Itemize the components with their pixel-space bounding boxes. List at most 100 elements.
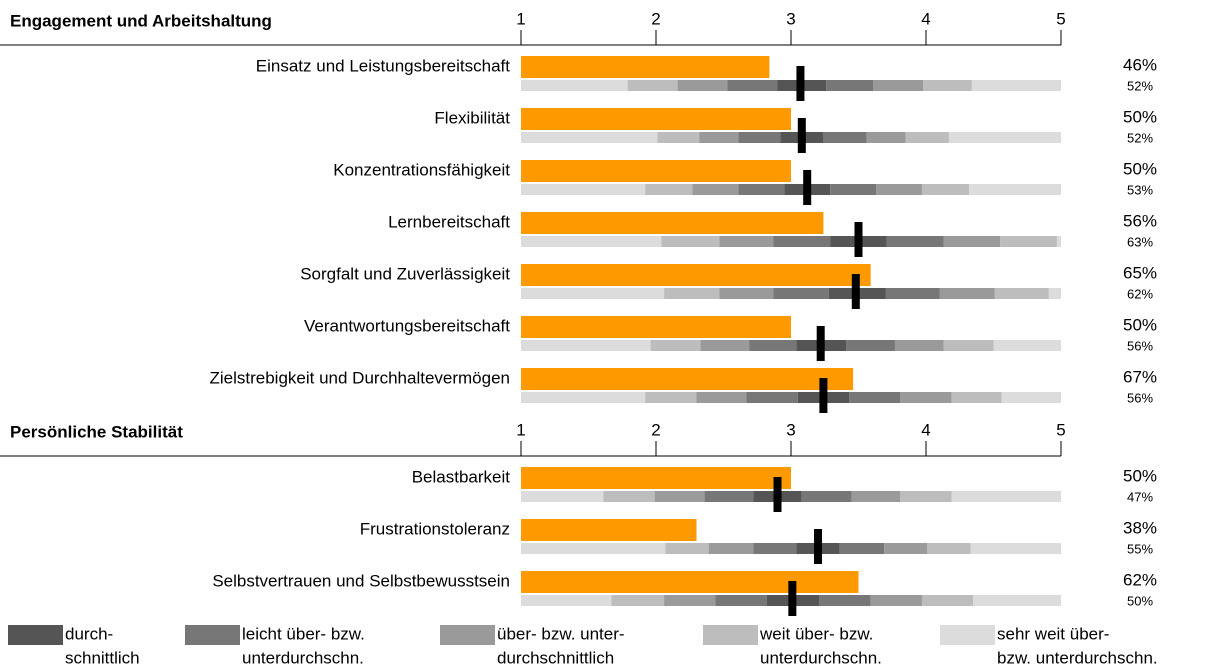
band-segment: [661, 236, 720, 247]
mean-marker: [803, 170, 812, 205]
band-segment: [969, 184, 1061, 195]
band-segment: [886, 236, 944, 247]
band-segment: [921, 184, 970, 195]
band-segment: [894, 340, 944, 351]
band-segment: [645, 392, 697, 403]
band-segment: [870, 595, 922, 606]
legend-label: bzw. unterdurchschn.: [997, 648, 1158, 667]
percent-label: 46%: [1123, 55, 1157, 74]
band-segment: [645, 184, 693, 195]
legend-label: über- bzw. unter-: [497, 624, 625, 643]
band-segment: [1001, 392, 1061, 403]
mean-percent-label: 53%: [1127, 182, 1153, 197]
band-segment: [943, 236, 1001, 247]
mean-marker: [851, 274, 860, 309]
band-segment: [521, 236, 662, 247]
x-tick-label: 1: [516, 420, 525, 439]
band-segment: [521, 491, 604, 502]
percent-label: 50%: [1123, 315, 1157, 334]
percent-label: 67%: [1123, 367, 1157, 386]
legend-label: unterdurchschn.: [760, 648, 882, 667]
band-segment: [994, 288, 1049, 299]
percent-label: 62%: [1123, 570, 1157, 589]
row-label: Verantwortungsbereitschaft: [304, 316, 510, 335]
mean-percent-label: 56%: [1127, 390, 1153, 405]
band-segment: [696, 392, 747, 403]
band-segment: [993, 340, 1061, 351]
value-bar: [521, 212, 824, 234]
band-segment: [971, 80, 1061, 91]
band-segment: [521, 80, 628, 91]
band-segment: [830, 184, 877, 195]
band-segment: [700, 340, 750, 351]
mean-marker: [797, 118, 806, 153]
band-segment: [885, 288, 940, 299]
band-segment: [715, 595, 767, 606]
band-segment: [521, 340, 651, 351]
band-segment: [727, 80, 778, 91]
value-bar: [521, 108, 791, 130]
band-segment: [921, 595, 974, 606]
row-label: Zielstrebigkeit und Durchhaltevermögen: [210, 368, 511, 387]
x-tick-label: 2: [651, 420, 660, 439]
mean-percent-label: 47%: [1127, 489, 1153, 504]
row-label: Lernbereitschaft: [388, 212, 510, 231]
band-segment: [719, 236, 774, 247]
band-segment: [611, 595, 665, 606]
band-segment: [866, 132, 906, 143]
value-bar: [521, 160, 791, 182]
x-tick-label: 1: [516, 9, 525, 28]
band-segment: [521, 288, 665, 299]
legend-swatch: [940, 625, 995, 645]
value-bar: [521, 368, 854, 390]
band-segment: [704, 491, 754, 502]
band-segment: [927, 543, 971, 554]
band-segment: [738, 132, 781, 143]
mean-percent-label: 62%: [1127, 286, 1153, 301]
percent-label: 65%: [1123, 263, 1157, 282]
legend-label: unterdurchschn.: [242, 648, 364, 667]
band-segment: [719, 288, 774, 299]
band-segment: [603, 491, 655, 502]
band-segment: [939, 288, 995, 299]
band-segment: [851, 491, 901, 502]
band-segment: [801, 491, 852, 502]
band-segment: [654, 491, 705, 502]
percent-label: 50%: [1123, 159, 1157, 178]
band-segment: [900, 491, 952, 502]
band-segment: [839, 543, 885, 554]
band-segment: [773, 236, 831, 247]
legend-label: durch-: [65, 624, 113, 643]
value-bar: [521, 264, 871, 286]
section-title: Persönliche Stabilität: [10, 422, 183, 441]
band-segment: [738, 184, 785, 195]
band-segment: [692, 184, 739, 195]
legend-swatch: [703, 625, 758, 645]
row-label: Selbstvertrauen und Selbstbewusstsein: [212, 571, 510, 590]
band-segment: [521, 132, 658, 143]
percent-label: 38%: [1123, 518, 1157, 537]
band-segment: [753, 543, 797, 554]
band-segment: [1048, 288, 1061, 299]
percent-label: 50%: [1123, 466, 1157, 485]
value-bar: [521, 519, 697, 541]
band-segment: [657, 132, 700, 143]
value-bar: [521, 56, 770, 78]
band-segment: [873, 80, 924, 91]
band-segment: [664, 595, 716, 606]
band-segment: [849, 392, 901, 403]
band-segment: [627, 80, 678, 91]
band-segment: [970, 543, 1061, 554]
band-segment: [665, 543, 709, 554]
band-segment: [677, 80, 728, 91]
mean-marker: [773, 477, 782, 512]
x-tick-label: 4: [921, 420, 930, 439]
band-segment: [521, 543, 666, 554]
row-label: Flexibilität: [434, 108, 510, 127]
band-segment: [521, 184, 646, 195]
band-segment: [973, 595, 1061, 606]
legend-label: durchschnittlich: [497, 648, 614, 667]
x-tick-label: 3: [786, 9, 795, 28]
band-segment: [819, 595, 871, 606]
band-segment: [521, 392, 646, 403]
